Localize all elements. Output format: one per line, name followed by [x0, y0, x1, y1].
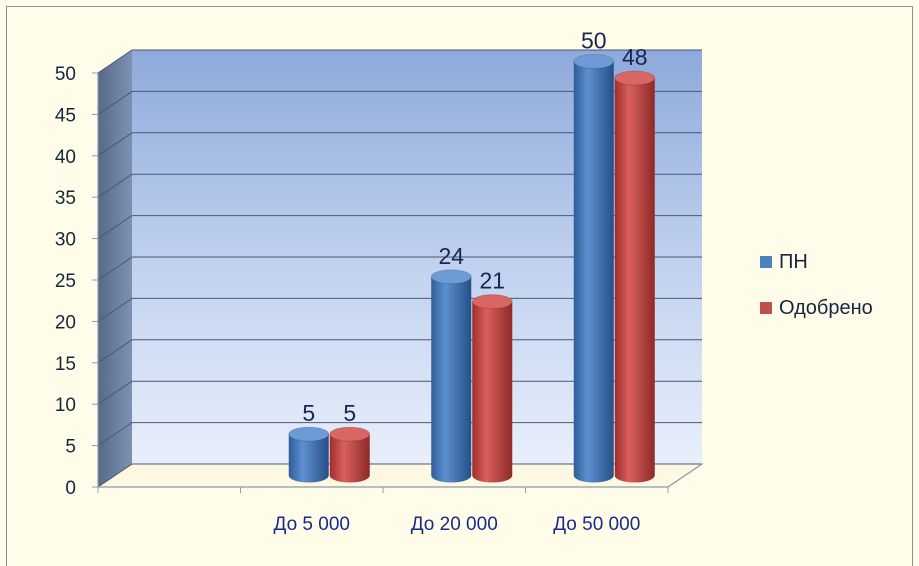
- gridline-side: [97, 463, 133, 488]
- bar-body: [472, 301, 513, 483]
- gridline-side: [97, 422, 133, 447]
- bar-top: [614, 70, 656, 86]
- bar-body: [329, 434, 370, 483]
- legend: ПН Одобрено: [760, 251, 873, 319]
- y-tick-label: 35: [55, 188, 76, 209]
- data-label: 50: [581, 28, 607, 54]
- y-tick-label: 50: [55, 64, 76, 85]
- bar-top: [329, 426, 371, 442]
- bar-body: [573, 61, 614, 483]
- gridline-side: [97, 380, 133, 405]
- bar-top: [430, 269, 472, 285]
- legend-swatch: [760, 302, 772, 314]
- gridline-side: [97, 132, 133, 157]
- y-tick-label: 40: [55, 147, 76, 168]
- data-label: 21: [479, 268, 505, 294]
- gridline-side: [97, 297, 133, 322]
- labels: 5 5 24 21 50 48: [302, 28, 647, 427]
- gridline-side: [97, 256, 133, 281]
- bar-body: [614, 78, 655, 483]
- y-tick-label: 20: [55, 312, 76, 333]
- x-axis-edge: [667, 463, 703, 488]
- y-tick-label: 5: [65, 437, 76, 458]
- y-tick-label: 25: [55, 271, 76, 292]
- data-label: 5: [343, 400, 356, 426]
- gridline-side: [97, 49, 133, 74]
- gridline-side: [97, 339, 133, 364]
- y-tick-label: 10: [55, 395, 76, 416]
- bars: [288, 54, 656, 483]
- y-tick-label: 45: [55, 105, 76, 126]
- y-tick-label: 30: [55, 230, 76, 251]
- gridline-side: [97, 173, 133, 198]
- bar-body: [288, 434, 329, 483]
- data-label: 5: [302, 400, 315, 426]
- x-tick-label: До 5 000: [274, 514, 350, 535]
- legend-label: ПН: [779, 251, 808, 273]
- legend-label: Одобрено: [779, 297, 873, 319]
- bar-top: [573, 54, 615, 69]
- gridline-side: [97, 90, 133, 115]
- bar-top: [471, 294, 513, 310]
- bar-top: [288, 426, 330, 442]
- x-tick-label: До 20 000: [411, 514, 498, 535]
- x-tick-label: До 50 000: [553, 514, 640, 535]
- bar-body: [431, 276, 472, 483]
- y-tick-label: 0: [65, 478, 76, 499]
- axes: 0 5 10 15 20 25 30 35 40 45 50 До 5 000 До 20 000 До …: [55, 64, 703, 535]
- y-tick-label: 15: [55, 354, 76, 375]
- legend-swatch: [760, 256, 772, 268]
- gridline-side: [97, 215, 133, 240]
- data-label: 48: [622, 44, 648, 70]
- data-label: 24: [438, 243, 464, 269]
